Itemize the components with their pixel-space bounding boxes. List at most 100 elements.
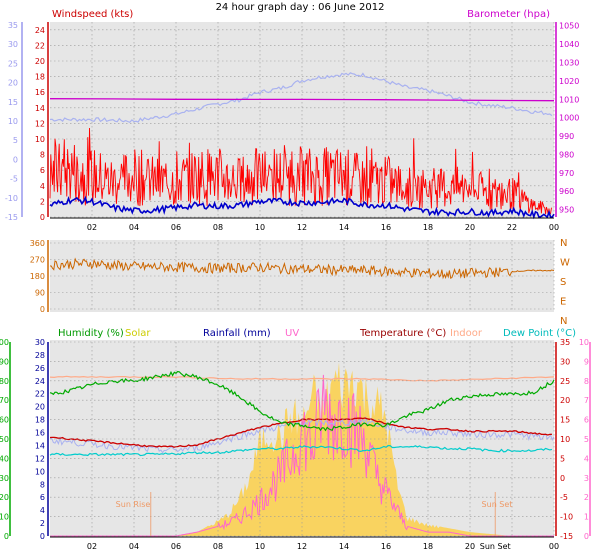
compass-label: W bbox=[560, 258, 570, 269]
outer-tick-label: 0 bbox=[13, 155, 18, 164]
time-tick-label: 12 bbox=[297, 223, 307, 232]
uv-tick-label: 2 bbox=[584, 493, 589, 502]
temp-tick-label: 25 bbox=[560, 377, 570, 386]
time-tick-label: 16 bbox=[381, 542, 391, 551]
time-tick-label: 20 bbox=[465, 223, 475, 232]
humidity-series-line bbox=[49, 370, 555, 432]
wind-band-line bbox=[49, 72, 553, 124]
temp-tick-label: 30 bbox=[560, 357, 570, 366]
solar-area bbox=[50, 362, 554, 536]
compass-label: S bbox=[560, 277, 566, 288]
barometer-axis-label: Barometer (hpa) bbox=[467, 9, 550, 20]
wind-tick-label: 6 bbox=[40, 166, 45, 175]
gust-series-line bbox=[49, 127, 552, 217]
uv-tick-label: 7 bbox=[584, 396, 589, 405]
baro-tick-label: 970 bbox=[559, 169, 574, 178]
baro-tick-label: 950 bbox=[559, 206, 574, 215]
dewpoint-label: Dew Point (°C) bbox=[503, 328, 576, 339]
uv-tick-label: 5 bbox=[584, 435, 589, 444]
rain-tick-label: 14 bbox=[35, 441, 45, 450]
humidity-tick-label: 0 bbox=[4, 532, 9, 541]
time-tick-label: 00 bbox=[549, 223, 559, 232]
temp-tick-label: -15 bbox=[560, 532, 573, 541]
wind-tick-label: 8 bbox=[40, 151, 45, 160]
windspeed-axis-label: Windspeed (kts) bbox=[52, 9, 133, 20]
rainfall-label: Rainfall (mm) bbox=[203, 328, 271, 339]
dir-tick-label: 270 bbox=[30, 256, 45, 265]
temp-tick-label: 35 bbox=[560, 338, 570, 347]
time-tick-label: 18 bbox=[423, 223, 433, 232]
wind-tick-label: 20 bbox=[35, 57, 45, 66]
rain-tick-label: 6 bbox=[40, 493, 45, 502]
time-tick-label: 04 bbox=[129, 542, 139, 551]
temp-tick-label: -10 bbox=[560, 513, 573, 522]
solar-label: Solar bbox=[125, 328, 151, 339]
avg-wind-series-line bbox=[49, 195, 555, 220]
humidity-tick-label: 70 bbox=[0, 396, 9, 405]
rain-tick-label: 20 bbox=[35, 403, 45, 412]
time-tick-label: 06 bbox=[171, 542, 181, 551]
time-tick-label: 20 bbox=[465, 542, 475, 551]
direction-series-line bbox=[49, 257, 555, 280]
rain-tick-label: 24 bbox=[35, 377, 45, 386]
time-tick-label: 16 bbox=[381, 223, 391, 232]
rain-tick-label: 0 bbox=[40, 532, 45, 541]
baro-tick-label: 1050 bbox=[559, 22, 579, 31]
temp-tick-label: 0 bbox=[560, 474, 565, 483]
baro-tick-label: 1000 bbox=[559, 114, 579, 123]
baro-tick-label: 1020 bbox=[559, 77, 579, 86]
temp-tick-label: 20 bbox=[560, 396, 570, 405]
wind-tick-label: 14 bbox=[35, 104, 45, 113]
wind-tick-label: 12 bbox=[35, 119, 45, 128]
uv-label: UV bbox=[285, 328, 299, 339]
dir-tick-label: 180 bbox=[30, 272, 45, 281]
rain-tick-label: 16 bbox=[35, 429, 45, 438]
time-tick-label: 02 bbox=[87, 542, 97, 551]
wind-tick-label: 0 bbox=[40, 213, 45, 222]
outer-tick-label: 30 bbox=[8, 40, 18, 49]
humidity-tick-label: 50 bbox=[0, 435, 9, 444]
time-tick-label: 08 bbox=[213, 542, 223, 551]
time-tick-label: 02 bbox=[87, 223, 97, 232]
rain-tick-label: 12 bbox=[35, 454, 45, 463]
dir-tick-label: 360 bbox=[30, 239, 45, 248]
compass-label: N bbox=[560, 238, 567, 249]
uv-tick-label: 8 bbox=[584, 377, 589, 386]
temp-tick-label: 10 bbox=[560, 435, 570, 444]
dewpoint-series-line bbox=[49, 444, 553, 457]
time-tick-label: 18 bbox=[423, 542, 433, 551]
uv-tick-label: 0 bbox=[584, 532, 589, 541]
rain-tick-label: 4 bbox=[40, 506, 45, 515]
humidity-tick-label: 80 bbox=[0, 377, 9, 386]
time-tick-label: 10 bbox=[255, 542, 265, 551]
wind-tick-label: 10 bbox=[35, 135, 45, 144]
time-tick-label: 14 bbox=[339, 223, 349, 232]
time-tick-label: 12 bbox=[297, 542, 307, 551]
sunrise-label: Sun Rise bbox=[116, 500, 151, 509]
humidity-tick-label: 100 bbox=[0, 338, 9, 347]
baro-tick-label: 1010 bbox=[559, 95, 579, 104]
outer-tick-label: 15 bbox=[8, 98, 18, 107]
time-tick-label: 08 bbox=[213, 223, 223, 232]
outer-tick-label: 5 bbox=[13, 136, 18, 145]
temp-tick-label: 15 bbox=[560, 416, 570, 425]
dir-tick-label: 90 bbox=[35, 289, 45, 298]
outer-tick-label: 25 bbox=[8, 59, 18, 68]
uv-tick-label: 6 bbox=[584, 416, 589, 425]
chart-title: 24 hour graph day : 06 June 2012 bbox=[216, 2, 385, 13]
rain-tick-label: 28 bbox=[35, 351, 45, 360]
indoor-label: Indoor bbox=[450, 328, 483, 339]
rain-tick-label: 18 bbox=[35, 416, 45, 425]
uv-tick-label: 1 bbox=[584, 513, 589, 522]
rain-tick-label: 10 bbox=[35, 467, 45, 476]
baro-tick-label: 1030 bbox=[559, 58, 579, 67]
baro-tick-label: 990 bbox=[559, 132, 574, 141]
outer-tick-label: -10 bbox=[5, 194, 18, 203]
barometer-series-line bbox=[49, 98, 555, 102]
wind-tick-label: 16 bbox=[35, 88, 45, 97]
compass-label: E bbox=[560, 297, 566, 308]
wind-tick-label: 4 bbox=[40, 182, 45, 191]
baro-tick-label: 980 bbox=[559, 150, 574, 159]
compass-label: N bbox=[560, 316, 567, 327]
